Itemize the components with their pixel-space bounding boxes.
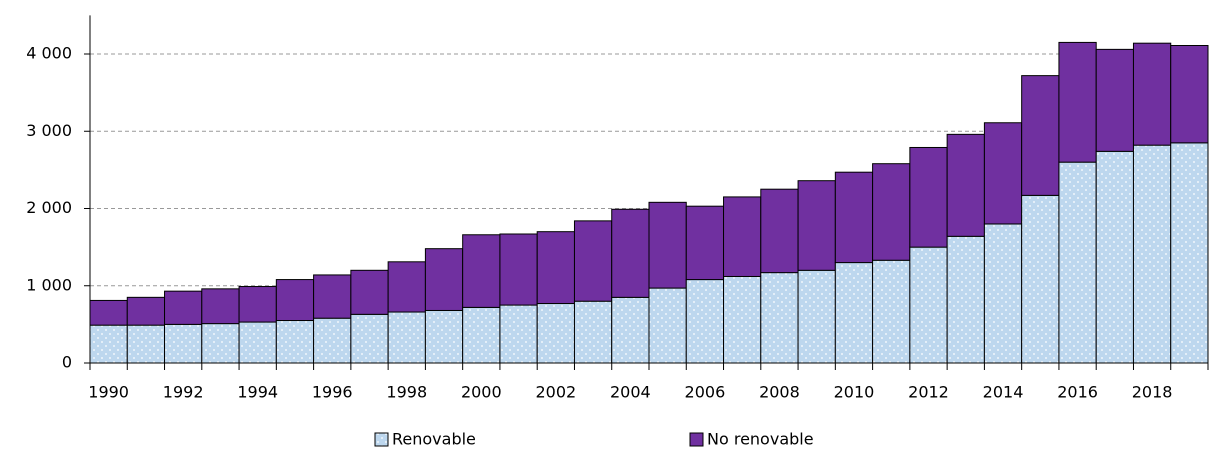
y-tick-label: 2 000	[26, 198, 72, 217]
bar-segment	[536, 303, 575, 364]
bar-segment	[909, 146, 948, 248]
bar-segment	[834, 262, 874, 364]
bar-segment	[164, 323, 203, 364]
bar-segment	[872, 163, 911, 261]
bar-segment	[499, 304, 538, 364]
bar-segment	[685, 205, 725, 281]
bar-segment	[1021, 75, 1060, 196]
bar-segment	[424, 248, 464, 311]
x-tick-label: 1998	[386, 383, 427, 402]
x-tick-label: 1994	[237, 383, 278, 402]
bar-segment	[387, 311, 426, 364]
bar-segment	[983, 122, 1023, 225]
bar-segment	[573, 220, 613, 302]
x-tick-label: 1996	[312, 383, 353, 402]
bar-segment	[946, 235, 985, 364]
bar-segment	[387, 261, 426, 313]
bar-segment	[1170, 142, 1209, 364]
bar-segment	[462, 234, 501, 308]
bar-segment	[648, 287, 687, 364]
x-tick-label: 1990	[88, 383, 129, 402]
x-tick-label: 2002	[535, 383, 576, 402]
x-tick-label: 2010	[834, 383, 875, 402]
legend-swatch	[689, 432, 704, 447]
bar-segment	[238, 321, 277, 364]
bar-segment	[126, 296, 166, 326]
x-tick-label: 2006	[685, 383, 726, 402]
bar-segment	[164, 290, 203, 325]
bar-segment	[424, 309, 464, 364]
bar-segment	[126, 324, 166, 364]
bar-segment	[536, 231, 575, 305]
x-tick-label: 2000	[461, 383, 502, 402]
bar-segment	[1132, 144, 1172, 364]
bar-segment	[760, 188, 799, 274]
bar-segment	[462, 306, 501, 364]
bar-segment	[760, 272, 799, 364]
bar-segment	[1095, 48, 1134, 152]
y-tick-label: 1 000	[26, 275, 72, 294]
bar-segment	[238, 286, 277, 323]
bar-segment	[909, 246, 948, 364]
bar-segment	[834, 171, 874, 264]
bar-segment	[723, 275, 762, 364]
y-tick-label: 0	[62, 353, 72, 372]
bar-segment	[946, 133, 985, 237]
bar-segment	[313, 274, 352, 319]
bar-segment	[89, 324, 128, 364]
bar-segment	[1170, 45, 1209, 144]
bar-segment	[1132, 42, 1172, 146]
x-tick-label: 2012	[908, 383, 949, 402]
bar-segment	[1058, 161, 1097, 364]
legend-label: Renovable	[392, 430, 476, 449]
bar-segment	[499, 233, 538, 306]
bar-segment	[648, 201, 687, 289]
bar-segment	[89, 299, 128, 326]
bar-segment	[313, 317, 352, 364]
x-tick-label: 2008	[759, 383, 800, 402]
bar-segment	[685, 279, 725, 364]
bar-segment	[611, 296, 650, 364]
bar-segment	[201, 288, 240, 325]
bar-segment	[275, 279, 315, 322]
bar-segment	[1021, 194, 1060, 364]
x-tick-label: 2018	[1132, 383, 1173, 402]
bar-segment	[1095, 150, 1134, 364]
bar-segment	[275, 320, 315, 364]
x-tick-label: 2014	[983, 383, 1024, 402]
y-tick-label: 4 000	[26, 44, 72, 63]
bar-segment	[983, 223, 1023, 364]
bar-segment	[573, 300, 613, 364]
bar-segment	[1058, 41, 1097, 163]
bar-segment	[611, 208, 650, 298]
legend-swatch	[374, 432, 389, 447]
bar-segment	[350, 269, 389, 315]
x-tick-label: 1992	[163, 383, 204, 402]
bar-segment	[201, 323, 240, 364]
legend-label: No renovable	[707, 430, 814, 449]
y-tick-label: 3 000	[26, 121, 72, 140]
bar-segment	[872, 259, 911, 364]
bar-segment	[797, 269, 836, 364]
bar-segment	[797, 180, 836, 271]
bar-segment	[350, 313, 389, 364]
bar-segment	[723, 196, 762, 277]
x-tick-label: 2016	[1057, 383, 1098, 402]
x-tick-label: 2004	[610, 383, 651, 402]
